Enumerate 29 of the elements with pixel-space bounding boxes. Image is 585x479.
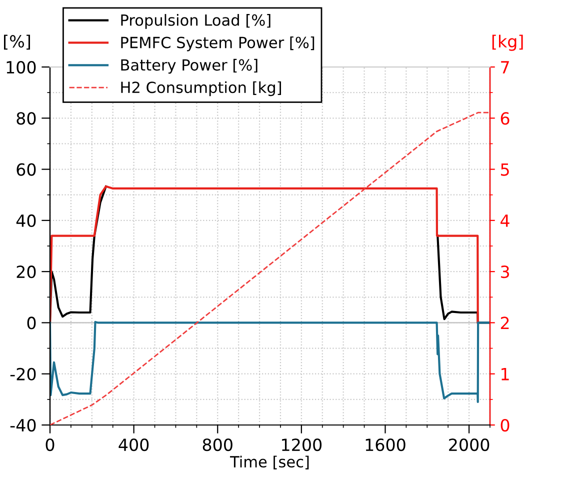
y-tick-label: 80: [16, 112, 36, 125]
y-axis-title: [%]: [4, 34, 30, 50]
legend-label: Propulsion Load [%]: [121, 14, 270, 29]
y-tick-label: 20: [16, 266, 36, 278]
legend-label: PEMFC System Power [%]: [121, 36, 314, 52]
x-tick-label: 1600: [366, 438, 406, 452]
y-tick-label: -20: [10, 368, 36, 380]
y2-tick-label: 1: [502, 368, 509, 380]
y2-tick-label: 2: [500, 316, 509, 330]
y2-tick-label: 6: [500, 112, 510, 125]
legend-label: Battery Power [%]: [121, 58, 258, 74]
x-tick-label: 400: [118, 438, 149, 452]
y2-axis-title: [kg]: [492, 34, 523, 51]
y-tick-label: -40: [10, 418, 36, 432]
x-tick-label: 0: [46, 438, 54, 452]
y-tick-label: 60: [16, 163, 36, 176]
x-tick-label: 800: [202, 438, 232, 452]
y2-tick-label: 5: [501, 163, 509, 176]
y2-tick-label: 7: [501, 61, 509, 74]
legend-label: H2 Consumption [kg]: [121, 81, 281, 96]
y2-tick-label: 4: [500, 214, 510, 227]
x-tick-label: 1200: [282, 438, 322, 452]
y-tick-label: 40: [16, 214, 36, 227]
x-axis-title: Time [sec]: [230, 456, 309, 470]
y2-tick-label: 3: [500, 266, 509, 278]
y-tick-label: 100: [6, 60, 36, 74]
y2-tick-label: 0: [500, 418, 510, 432]
x-tick-label: 2000: [449, 438, 490, 452]
y-tick-label: 0: [27, 316, 36, 330]
